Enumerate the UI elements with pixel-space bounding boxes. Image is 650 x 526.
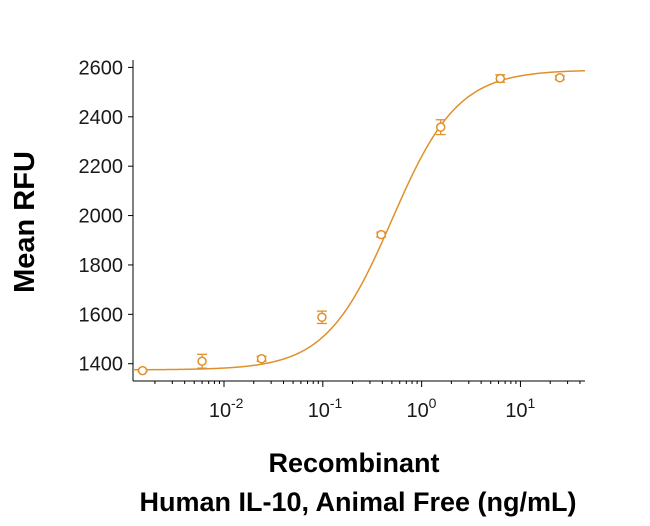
x-tick-label: 10 [209,400,231,422]
x-ticks: 10 -2 10 -1 10 0 10 1 [154,381,581,422]
y-tick-label: 1400 [79,354,124,376]
data-point [495,73,506,84]
point-marker [256,354,267,364]
y-ticks: 1400 1600 1800 2000 2200 2400 2600 [79,57,133,376]
y-axis-title: Mean RFU [9,151,41,293]
data-point [554,73,565,83]
x-tick-label: 10 [308,400,330,422]
fit-curve [132,69,586,371]
y-tick-label: 2000 [79,206,124,228]
y-tick-label: 2200 [79,156,124,178]
data-point [376,229,387,240]
data-points [137,73,565,376]
y-tick-label: 2400 [79,107,124,129]
y-tick-label: 1600 [79,304,124,326]
point-marker [495,73,506,84]
x-tick-exponent: -1 [330,395,343,411]
y-tick-label: 2600 [79,57,124,79]
point-marker [376,229,386,240]
point-marker [317,312,327,323]
point-marker [555,73,565,83]
point-marker [435,122,446,132]
axes [132,60,585,382]
x-axis-title-line1: Recombinant [268,448,439,478]
data-point [256,354,267,364]
x-tick-exponent: 1 [527,395,535,411]
data-point [137,365,148,376]
x-tick-exponent: 0 [429,395,437,411]
x-tick-exponent: -2 [231,395,244,411]
fit-curve-line [132,69,586,371]
data-point [197,353,208,369]
data-point [316,310,327,325]
x-tick-label: 10 [505,400,527,422]
point-marker [197,356,207,366]
x-tick-label: 10 [407,400,429,422]
data-point [435,119,446,136]
point-marker [137,365,148,376]
x-axis-title-line2: Human IL-10, Animal Free (ng/mL) [139,487,576,517]
y-tick-label: 1800 [79,255,124,277]
